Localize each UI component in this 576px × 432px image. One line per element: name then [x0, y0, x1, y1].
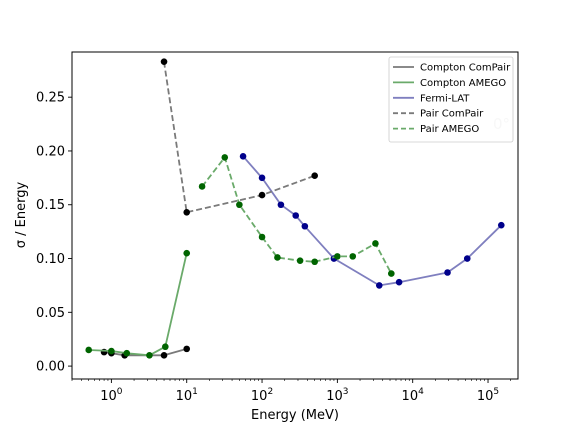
x-tick-label: 104 [402, 387, 425, 404]
series-line [163, 61, 316, 214]
x-tick-exponent: 0 [117, 387, 123, 397]
x-tick-base: 10 [477, 389, 494, 404]
series-line [88, 252, 188, 357]
y-tick-label: 0.10 [36, 252, 65, 267]
data-point [334, 253, 341, 260]
x-tick-label: 105 [477, 387, 499, 404]
data-point [183, 345, 191, 353]
data-point [123, 349, 131, 357]
data-point [375, 282, 383, 289]
legend-entry: Compton AMEGO [420, 78, 506, 89]
x-tick-exponent: 3 [343, 387, 349, 397]
legend-frame [388, 56, 514, 143]
x-tick-base: 10 [100, 389, 117, 404]
x-tick-label: 103 [326, 387, 348, 404]
data-point [221, 154, 229, 161]
y-tick-label: 0.00 [36, 360, 65, 375]
data-point [395, 278, 403, 286]
data-layer [85, 58, 505, 359]
data-point [277, 201, 285, 209]
data-point [183, 208, 191, 216]
data-point [146, 352, 153, 359]
data-point [463, 255, 471, 262]
legend-entry: Fermi-LAT [420, 93, 470, 104]
data-point [311, 172, 318, 180]
x-tick-base: 10 [251, 389, 268, 404]
data-point [497, 221, 505, 229]
legend-entry: Pair ComPair [420, 109, 484, 120]
data-point [372, 240, 379, 247]
y-tick-label: 0.25 [36, 91, 65, 106]
data-point [274, 254, 281, 261]
series-pair-compair [160, 58, 318, 216]
data-point [85, 346, 93, 354]
x-tick-exponent: 1 [192, 387, 198, 397]
data-point [258, 191, 266, 199]
x-tick-base: 10 [402, 389, 419, 404]
data-point [160, 58, 168, 65]
series-pair-amego [198, 154, 395, 277]
data-point [301, 222, 309, 230]
data-point [311, 258, 318, 266]
y-tick-label: 0.15 [36, 198, 65, 213]
x-axis-ticks: 100 101 102 103 104 105 [71, 379, 512, 404]
data-point [349, 253, 357, 260]
data-point [108, 347, 115, 355]
x-tick-base: 10 [326, 389, 343, 404]
x-tick-exponent: 2 [267, 387, 273, 397]
series-compton-amego [85, 249, 191, 359]
y-tick-label: 0.05 [36, 306, 65, 321]
series-fermi-lat [239, 153, 505, 289]
data-point [160, 352, 168, 359]
x-tick-label: 102 [251, 387, 273, 404]
data-point [292, 212, 300, 219]
data-point [183, 249, 191, 257]
data-point [296, 257, 304, 264]
data-point [258, 233, 266, 241]
x-tick-exponent: 4 [418, 387, 424, 397]
x-tick-exponent: 5 [493, 387, 499, 397]
y-axis-label: σ / Energy [14, 182, 29, 249]
data-point [444, 269, 451, 276]
series-line [242, 155, 502, 287]
data-point [162, 343, 169, 351]
data-point [198, 183, 206, 190]
y-axis-ticks: 0.00 0.05 0.10 0.15 0.20 0.25 [36, 91, 72, 375]
data-point [239, 153, 247, 160]
plot-frame [71, 51, 519, 380]
x-tick-label: 100 [100, 387, 123, 404]
legend-entry: Compton ComPair [420, 63, 511, 74]
legend: Compton ComPair Compton AMEGO Fermi-LAT Pai… [388, 56, 514, 143]
x-axis-label: Energy (MeV) [251, 408, 339, 423]
legend-entry: Pair AMEGO [420, 124, 479, 135]
x-tick-base: 10 [176, 389, 193, 404]
y-tick-label: 0.20 [36, 144, 65, 159]
data-point [388, 270, 395, 277]
x-tick-label: 101 [176, 387, 198, 404]
data-point [258, 174, 266, 182]
data-point [236, 201, 243, 209]
